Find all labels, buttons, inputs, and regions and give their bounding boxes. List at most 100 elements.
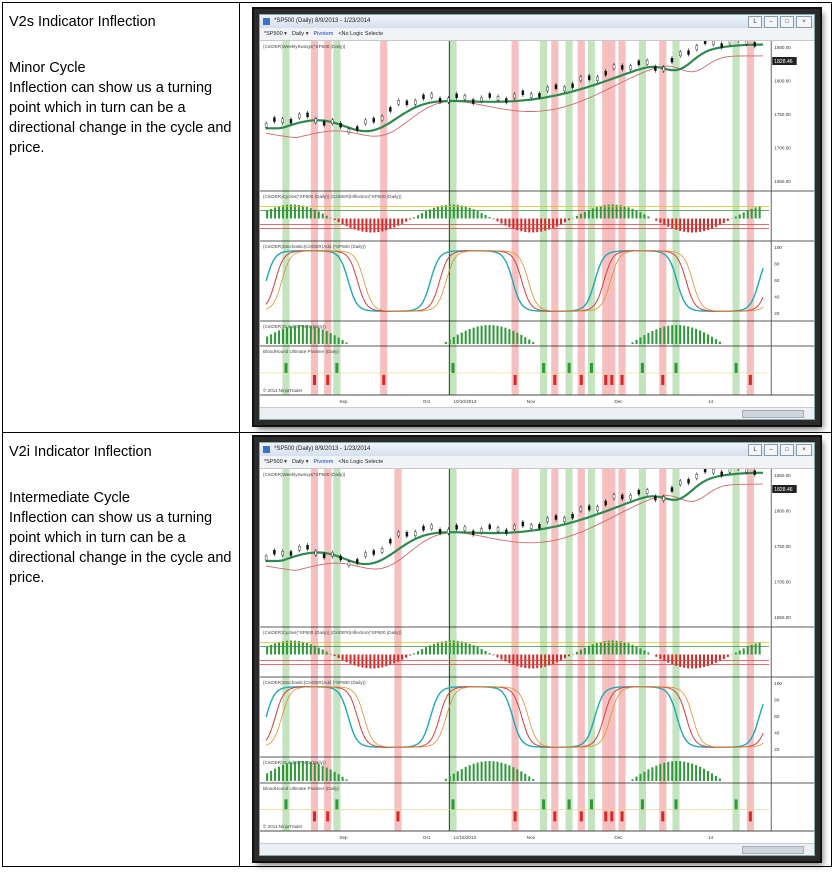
guru-bar [317,764,320,781]
guru-bar [476,326,479,344]
cycle-bar [448,640,451,655]
cycle-bar [297,641,300,655]
toolbar-item[interactable]: Daily ▾ [291,31,309,37]
pivot-signal [610,811,614,822]
price-candle [364,119,367,125]
price-candle [422,94,425,100]
inflection-band [732,469,740,831]
stochastic-tick-label: 20 [774,747,780,752]
pivot-signal [674,799,678,810]
guru-bar [663,762,666,781]
price-candle [654,66,657,71]
price-candle [637,60,641,66]
pivot-signal [579,374,583,385]
inflection-band [602,469,610,831]
pivot-signal [335,362,339,373]
app-icon [263,18,270,25]
price-candle [621,494,624,500]
toolbar-item[interactable]: *SP500 ▾ [264,31,287,37]
cycle-bar [528,218,531,233]
date-tick-label: Oct [423,399,431,404]
cycle-bar [643,214,646,219]
guru-bar [710,336,713,344]
guru-bar [679,761,682,781]
horizontal-scrollbar[interactable] [260,843,814,855]
guru-bar [631,779,634,781]
scroll-thumb[interactable] [742,846,804,854]
cycle-bar [583,211,586,219]
pivot-signal [589,362,594,373]
cycle-bar [639,212,642,219]
cycle-bar [413,217,416,219]
price-candle [538,524,541,529]
inflection-band [672,41,680,395]
last-price-marker [772,485,797,493]
minimize-icon[interactable]: – [764,444,778,456]
pane-label: BloodHound Ultimate Pivotner (Daily) [263,786,339,791]
cycle-bar [285,204,289,219]
toolbar-item[interactable]: *SP500 ▾ [264,459,287,465]
guru-bar [504,327,507,344]
cycle-bar [321,649,324,655]
guru-bar [655,329,658,344]
toolbar-item[interactable]: <No Logic Selecte [338,459,384,465]
toolbar-item[interactable]: Daily ▾ [291,459,309,465]
guru-bar [309,761,312,781]
cycle-bar [524,218,527,233]
toolbar-item[interactable]: <No Logic Selecte [338,31,384,37]
link-icon[interactable]: L [748,444,762,456]
price-candle [331,119,334,125]
price-candle [596,76,599,81]
price-candle [712,41,715,45]
toolbar-item[interactable]: Pivotem [313,459,334,465]
cycle-bar [436,206,439,219]
cycle-bar [468,643,471,655]
guru-bar [659,327,662,344]
inflection-band [333,469,341,831]
cycle-bar [301,641,304,655]
guru-bar [528,776,531,781]
cycle-bar [337,218,340,223]
cycle-bar [687,654,690,669]
cycle-bar [587,645,590,655]
scroll-thumb[interactable] [742,410,804,418]
cycle-bar [496,218,499,222]
cycle-bar [615,204,618,219]
window-titlebar: *SP500 (Daily) 8/9/2013 - 1/23/2014 L – □ × [260,443,814,456]
price-candle [430,524,433,530]
price-candle [322,121,326,126]
price-candle [447,529,450,534]
cycle-bar [691,218,694,233]
price-candle [563,86,566,92]
cycle-bar [373,654,376,669]
cycle-bar [448,204,451,219]
cycle-bar [599,641,602,655]
link-icon[interactable]: L [748,16,762,28]
price-candle [521,521,525,527]
maximize-icon[interactable]: □ [780,16,794,28]
guru-bar [456,771,459,781]
date-tick-label: 14 [708,835,714,840]
cycle-bar [349,218,352,228]
cycle-bar [484,214,487,219]
price-candle [480,97,483,102]
price-candle [687,479,690,484]
cycle-bar [270,644,273,655]
minimize-icon[interactable]: – [764,16,778,28]
horizontal-scrollbar[interactable] [260,407,814,419]
price-candle [347,561,351,566]
price-candle [488,93,491,98]
price-candle [645,60,649,65]
close-icon[interactable]: × [796,444,812,456]
cycle-bar [687,218,690,233]
cycle-bar [401,654,404,660]
maximize-icon[interactable]: □ [780,444,794,456]
price-tick-label: 1800.00 [774,509,791,514]
cycle-bar [421,213,424,219]
toolbar-item[interactable]: Pivotem [313,31,334,37]
guru-bar [270,334,273,344]
cycle-bar [289,640,292,655]
close-icon[interactable]: × [796,16,812,28]
guru-bar [528,339,531,344]
guru-bar [516,769,519,781]
